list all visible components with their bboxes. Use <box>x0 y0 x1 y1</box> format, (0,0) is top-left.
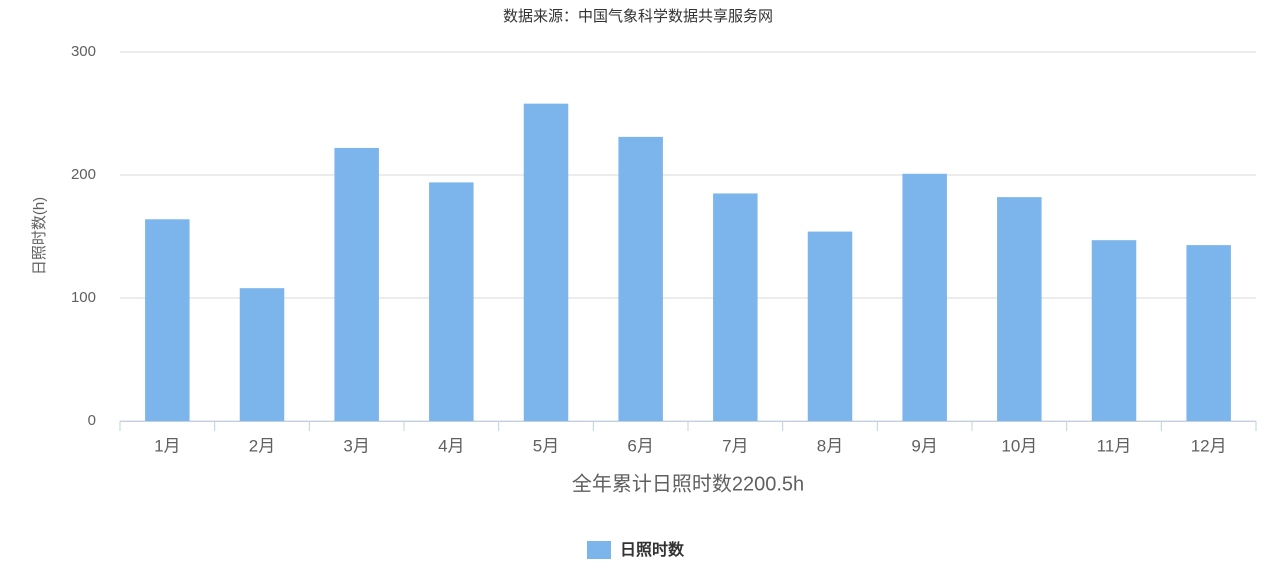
bar <box>523 103 569 421</box>
bar <box>713 193 758 421</box>
bar <box>618 136 663 421</box>
x-tick-label: 11月 <box>1097 436 1132 455</box>
bar <box>429 182 474 421</box>
x-tick-label: 7月 <box>722 436 748 455</box>
x-axis-title: 全年累计日照时数2200.5h <box>572 472 804 495</box>
x-tick-label: 1月 <box>154 436 180 455</box>
x-tick-label: 6月 <box>627 436 653 455</box>
chart-title: 数据来源：中国气象科学数据共享服务网 <box>503 8 773 25</box>
x-tick-label: 3月 <box>343 436 369 455</box>
y-tick-label: 300 <box>71 43 96 60</box>
x-tick-label: 12月 <box>1191 436 1227 455</box>
y-tick-label: 200 <box>71 166 96 183</box>
y-axis-title: 日照时数(h) <box>31 197 48 275</box>
bar <box>1186 245 1231 421</box>
bar <box>334 147 379 421</box>
bar <box>1091 240 1137 421</box>
legend-label: 日照时数 <box>620 540 685 559</box>
x-tick-label: 9月 <box>911 436 937 455</box>
bar <box>239 288 285 421</box>
y-tick-label: 0 <box>88 412 96 429</box>
bar <box>145 219 190 421</box>
x-tick-label: 2月 <box>249 436 275 455</box>
bar <box>807 231 853 421</box>
y-tick-label: 100 <box>71 289 96 306</box>
x-tick-label: 8月 <box>817 436 843 455</box>
legend-swatch <box>587 541 611 559</box>
bar <box>902 173 947 421</box>
bar <box>997 197 1042 421</box>
x-tick-label: 10月 <box>1001 436 1037 455</box>
x-tick-label: 4月 <box>438 436 464 455</box>
x-tick-label: 5月 <box>533 436 559 455</box>
